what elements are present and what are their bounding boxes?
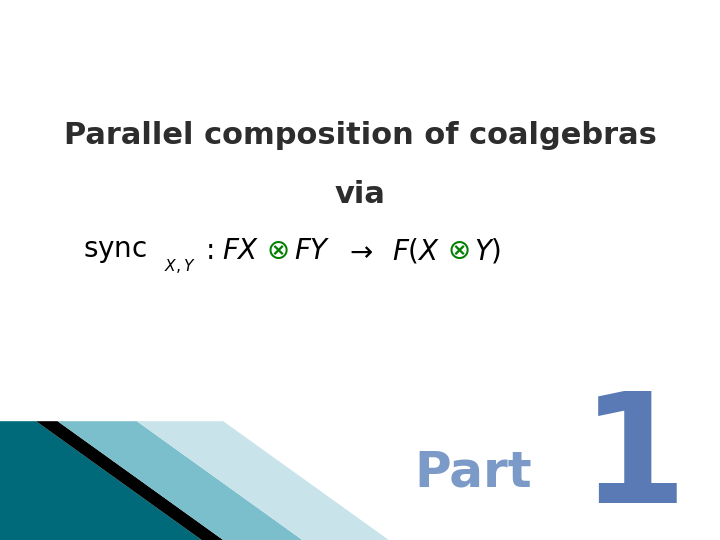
Text: 1: 1 (580, 386, 687, 535)
Text: $Y)$: $Y)$ (474, 237, 501, 266)
Polygon shape (0, 421, 202, 540)
Polygon shape (58, 421, 302, 540)
Text: $F(X$: $F(X$ (392, 237, 441, 266)
Text: via: via (335, 180, 385, 209)
Text: $FY$: $FY$ (294, 237, 330, 265)
Text: $\mathsf{sync}$: $\mathsf{sync}$ (83, 237, 147, 265)
Text: $\rightarrow$: $\rightarrow$ (344, 237, 373, 265)
Polygon shape (137, 421, 389, 540)
Text: $FX$: $FX$ (222, 237, 259, 265)
Text: Part: Part (414, 449, 531, 497)
Polygon shape (36, 421, 223, 540)
Text: $:$: $:$ (200, 237, 214, 265)
Text: $\otimes$: $\otimes$ (266, 237, 289, 265)
Text: $_{X,Y}$: $_{X,Y}$ (164, 257, 196, 278)
Text: $\otimes$: $\otimes$ (446, 237, 469, 265)
Text: Parallel composition of coalgebras: Parallel composition of coalgebras (63, 120, 657, 150)
